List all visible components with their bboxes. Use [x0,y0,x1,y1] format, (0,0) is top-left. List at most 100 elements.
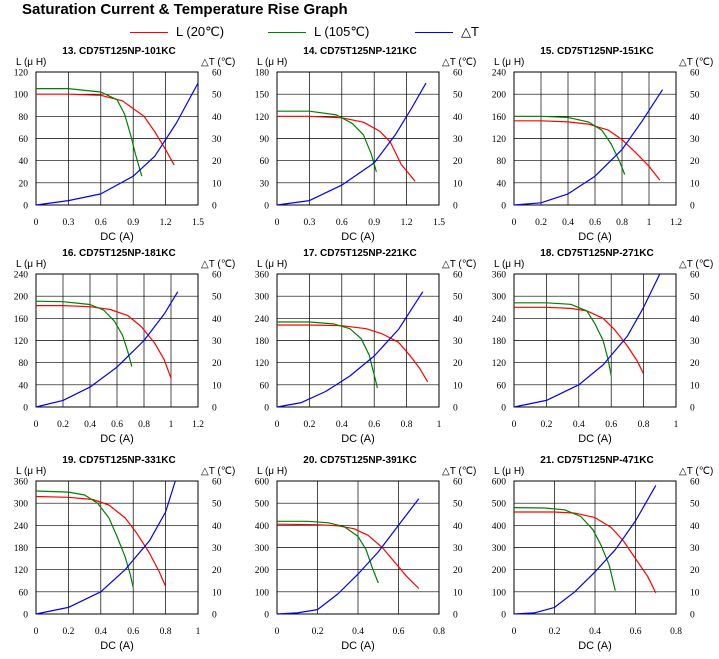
x-tick-label: 0.4 [336,420,348,430]
series-l105-line [35,300,133,367]
y-axis-label: L (μ H) [257,259,287,270]
y2-tick-label: 50 [453,293,463,303]
chart-4: 0 0.2 0.4 0.6 0.8 1 1.2 0 40 80 120 160 200 240 0 10 20 3… [14,248,236,445]
y2-tick-label: 50 [212,293,222,303]
chart-title: 14. CD75T125NP-121KC [303,46,416,57]
chart-6: 0 0.2 0.4 0.6 0.8 106012018024030036001020304… [492,248,714,445]
series-delta-t-line [35,291,179,408]
y-tick-label: 160 [14,315,29,325]
y2-axis-label: △T (℃) [442,466,476,477]
series-l105-line [277,110,377,172]
y2-tick-label: 40 [453,113,463,123]
series-delta-t-line [513,89,664,206]
x-tick-label: 1.2 [401,218,413,228]
y-tick-label: 120 [255,113,270,123]
plot-frame [35,71,199,206]
y2-axis-label: △T (℃) [679,466,713,477]
x-tick-label: 0.8 [638,420,650,430]
x-tick-label: 1.5 [433,218,445,228]
y2-axis-label: △T (℃) [679,259,713,270]
y-tick-label: 180 [14,544,29,554]
x-axis-label: DC (A) [341,640,375,652]
y-tick-label: 40 [19,381,29,391]
y-tick-label: 300 [14,500,29,510]
chart-title: 21. CD75T125NP-471KC [540,455,653,466]
y-tick-label: 300 [255,293,270,303]
x-tick-label: 0.4 [589,627,601,637]
x-tick-label: 0 [512,420,517,430]
y2-tick-label: 20 [212,359,222,369]
y2-tick-label: 10 [690,179,700,189]
x-tick-label: 0.4 [84,420,96,430]
x-tick-label: 0.6 [630,627,642,637]
series-l105-line [277,520,379,584]
series-delta-t-line [276,291,424,408]
plot-frame [276,273,440,408]
x-tick-label: 0.6 [605,420,617,430]
y2-tick-label: 20 [453,157,463,167]
series-delta-t-line [276,82,427,206]
x-tick-label: 0.8 [138,420,150,430]
chart-title: 19. CD75T125NP-331KC [62,455,175,466]
series-delta-t-line [35,480,176,615]
x-tick-label: 0.3 [303,218,315,228]
y-tick-label: 0 [264,202,269,212]
series-l20-line [514,120,661,181]
x-tick-label: 1 [196,627,201,637]
y2-tick-label: 20 [690,157,700,167]
y2-tick-label: 0 [212,611,217,621]
y-tick-label: 240 [255,315,270,325]
y2-axis-label: △T (℃) [201,466,235,477]
chart-1: 0 0.3 0.6 0.9 1.2 1.5 0 20 40 60 80 100 120 0 10 20 30 40… [14,46,236,243]
y2-tick-label: 10 [690,588,700,598]
y-tick-label: 0 [264,404,269,414]
y-tick-label: 200 [255,566,270,576]
y2-axis-label: △T (℃) [201,259,235,270]
x-tick-label: 0.2 [303,420,315,430]
y2-tick-label: 20 [453,359,463,369]
y2-tick-label: 40 [212,522,222,532]
x-tick-label: 0.3 [62,218,74,228]
x-axis-label: DC (A) [100,433,134,445]
y-tick-label: 80 [19,113,29,123]
x-tick-label: 0.8 [616,218,628,228]
y-tick-label: 300 [492,544,507,554]
x-tick-label: 1.2 [160,218,172,228]
y-axis-label: L (μ H) [16,259,46,270]
y-tick-label: 30 [260,179,270,189]
y2-tick-label: 60 [212,478,222,488]
y2-tick-label: 60 [690,69,700,79]
plot-frame [513,480,677,615]
y2-tick-label: 0 [690,202,695,212]
y2-tick-label: 30 [690,544,700,554]
y-tick-label: 120 [14,566,29,576]
y-tick-label: 360 [492,271,507,281]
series-l20-line [276,523,420,589]
y-tick-label: 300 [492,293,507,303]
y2-tick-label: 10 [212,381,222,391]
y-tick-label: 40 [497,179,507,189]
x-tick-label: 0.6 [111,420,123,430]
y-tick-label: 120 [14,337,29,347]
x-tick-label: 0.4 [352,627,364,637]
series-delta-t-line [513,273,661,408]
y2-axis-label: △T (℃) [679,57,713,68]
y2-tick-label: 20 [453,566,463,576]
x-axis-label: DC (A) [578,640,612,652]
series-l105-line [513,507,616,591]
x-axis-label: DC (A) [341,231,375,243]
series-l20-line [277,115,416,182]
x-tick-label: 1.2 [192,420,204,430]
plot-frame [513,273,677,408]
y2-tick-label: 20 [690,359,700,369]
x-tick-label: 0 [512,218,517,228]
y2-axis-label: △T (℃) [442,259,476,270]
y-tick-label: 60 [19,588,29,598]
legend: L (20℃) L (105℃) △T [0,24,719,40]
y2-tick-label: 30 [690,135,700,145]
series-l20-line [36,93,175,166]
y2-tick-label: 0 [690,611,695,621]
y-tick-label: 0 [23,404,28,414]
y2-tick-label: 20 [690,566,700,576]
